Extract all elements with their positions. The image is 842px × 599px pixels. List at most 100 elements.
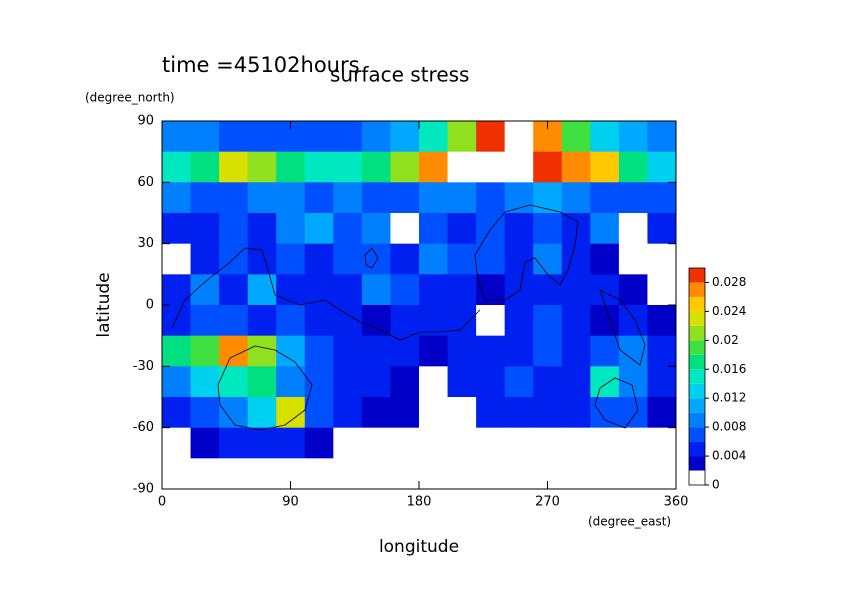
cell — [590, 427, 620, 459]
cell — [276, 213, 306, 245]
cell — [162, 458, 192, 490]
colorbar-box — [689, 325, 705, 341]
cell — [162, 335, 192, 367]
cell — [590, 213, 620, 245]
cell — [390, 274, 420, 306]
y-tick-label: -60 — [133, 420, 154, 435]
y-tick-label: 0 — [146, 298, 154, 313]
cell — [190, 274, 220, 306]
cell — [504, 274, 534, 306]
cell — [561, 427, 591, 459]
cell — [276, 274, 306, 306]
colorbar-tick-label: 0.004 — [712, 449, 746, 463]
cell — [447, 213, 477, 245]
cell — [276, 151, 306, 183]
cell — [162, 366, 192, 398]
cell — [618, 427, 648, 459]
x-unit: (degree_east) — [588, 515, 671, 529]
cell — [390, 458, 420, 490]
cell — [304, 305, 334, 337]
axes: 0 90 180 270 360 -90 -60 -30 0 30 60 90 — [133, 114, 689, 510]
cell — [304, 121, 334, 153]
cell — [647, 305, 677, 337]
cell — [618, 213, 648, 245]
cell — [476, 458, 506, 490]
cell — [333, 213, 363, 245]
cell — [476, 121, 506, 153]
cell — [590, 121, 620, 153]
cell — [476, 427, 506, 459]
colorbar-box — [689, 369, 705, 384]
cell — [219, 243, 249, 275]
x-axis-label: longitude — [379, 537, 459, 557]
x-tick-label: 90 — [282, 495, 299, 510]
colorbar-box — [689, 383, 705, 399]
cell — [447, 151, 477, 183]
cell — [504, 243, 534, 275]
cell — [190, 182, 220, 214]
cell — [447, 458, 477, 490]
cell — [333, 366, 363, 398]
cell — [390, 305, 420, 337]
cell — [476, 182, 506, 214]
cell — [219, 458, 249, 490]
cell — [333, 243, 363, 275]
cell — [447, 243, 477, 275]
cell — [590, 366, 620, 398]
cell — [419, 121, 449, 153]
cell — [447, 366, 477, 398]
colorbar-box — [689, 470, 705, 485]
cell — [504, 458, 534, 490]
cell — [162, 182, 192, 214]
cell — [447, 305, 477, 337]
cell — [361, 151, 391, 183]
cell — [390, 151, 420, 183]
cell — [561, 274, 591, 306]
cell — [504, 427, 534, 459]
cell — [533, 274, 563, 306]
cell — [390, 213, 420, 245]
cell — [618, 151, 648, 183]
cell — [561, 305, 591, 337]
cell — [219, 274, 249, 306]
cell — [618, 397, 648, 429]
colorbar-box — [689, 441, 705, 457]
cell — [390, 182, 420, 214]
cell — [247, 182, 277, 214]
cell — [247, 458, 277, 490]
x-tick-label: 0 — [158, 495, 166, 510]
cell — [304, 335, 334, 367]
cell — [476, 397, 506, 429]
cell — [304, 366, 334, 398]
cell — [476, 274, 506, 306]
cell — [590, 335, 620, 367]
cell — [361, 243, 391, 275]
cell — [476, 151, 506, 183]
cell — [304, 274, 334, 306]
cell — [247, 121, 277, 153]
cell — [219, 305, 249, 337]
colorbar-tick-label: 0.012 — [712, 391, 746, 405]
cell — [647, 458, 677, 490]
cell — [219, 427, 249, 459]
y-tick-label: -30 — [133, 359, 154, 374]
x-tick-label: 180 — [407, 495, 432, 510]
y-tick-label: -90 — [133, 482, 154, 497]
cell — [419, 243, 449, 275]
cell — [390, 366, 420, 398]
cell — [476, 305, 506, 337]
cell — [247, 151, 277, 183]
cell — [219, 121, 249, 153]
cell — [618, 458, 648, 490]
colorbar-frame — [688, 267, 706, 486]
cell — [647, 243, 677, 275]
cell — [647, 274, 677, 306]
colorbar-tick-label: 0.016 — [712, 362, 746, 376]
cell — [190, 458, 220, 490]
cell — [590, 397, 620, 429]
cell — [190, 121, 220, 153]
cell — [304, 151, 334, 183]
cell — [504, 305, 534, 337]
colorbar-tick-label: 0.008 — [712, 420, 746, 434]
cell — [247, 366, 277, 398]
